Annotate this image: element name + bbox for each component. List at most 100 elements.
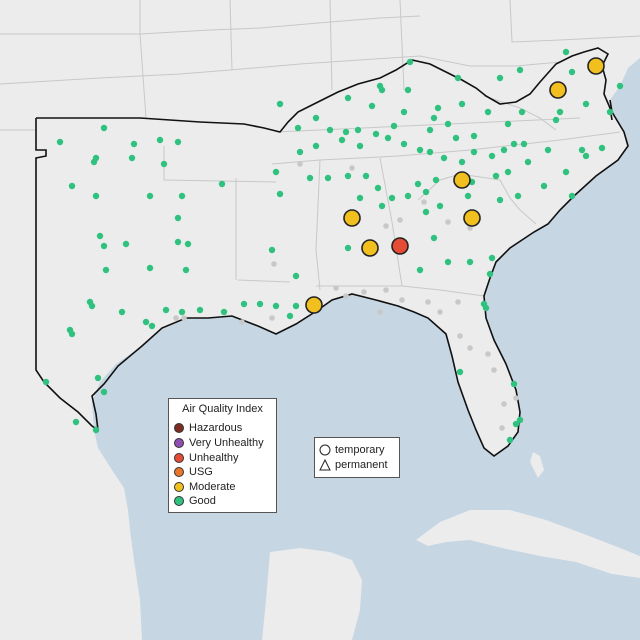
station-good	[42, 378, 50, 386]
station-good	[416, 266, 424, 274]
station-good	[312, 114, 320, 122]
station-good	[354, 126, 362, 134]
legend-item-good: Good	[174, 494, 216, 508]
station-good	[344, 94, 352, 102]
station-good	[616, 82, 624, 90]
station-good	[520, 140, 528, 148]
station-good	[276, 100, 284, 108]
legend-label-moderate: Moderate	[189, 481, 236, 493]
station-good	[454, 74, 462, 82]
station-good	[218, 180, 226, 188]
station-good	[606, 108, 614, 116]
station-good	[268, 246, 276, 254]
station-good	[436, 202, 444, 210]
station-good	[492, 172, 500, 180]
station-good	[390, 122, 398, 130]
station-good	[518, 108, 526, 116]
station-no-data	[467, 345, 473, 351]
station-good	[118, 308, 126, 316]
station-moderate	[549, 81, 567, 99]
station-good	[356, 142, 364, 150]
station-good	[400, 140, 408, 148]
station-good	[444, 258, 452, 266]
station-good	[552, 116, 560, 124]
station-good	[464, 192, 472, 200]
station-no-data	[425, 299, 431, 305]
station-good	[292, 272, 300, 280]
station-good	[406, 58, 414, 66]
station-good	[512, 420, 520, 428]
legend-item-moderate: Moderate	[174, 480, 235, 494]
station-good	[122, 240, 130, 248]
station-good	[148, 322, 156, 330]
station-good	[96, 232, 104, 240]
station-no-data	[501, 401, 507, 407]
legend-swatch-very-unhealthy	[174, 438, 184, 448]
shape-legend: temporary permanent	[314, 437, 400, 478]
yucatan	[262, 548, 362, 640]
station-good	[272, 302, 280, 310]
aqi-legend: Air Quality Index Hazardous Very Unhealt…	[168, 398, 277, 513]
station-good	[540, 182, 548, 190]
station-no-data	[383, 223, 389, 229]
station-good	[100, 242, 108, 250]
station-good	[510, 380, 518, 388]
station-moderate	[361, 239, 379, 257]
station-good	[184, 240, 192, 248]
station-good	[306, 174, 314, 182]
station-good	[514, 192, 522, 200]
station-good	[488, 254, 496, 262]
legend-label-very-unhealthy: Very Unhealthy	[189, 437, 264, 449]
station-no-data	[485, 351, 491, 357]
station-good	[562, 48, 570, 56]
station-good	[220, 308, 228, 316]
station-no-data	[421, 199, 427, 205]
station-no-data	[397, 217, 403, 223]
station-good	[196, 306, 204, 314]
shape-legend-temporary: temporary	[319, 443, 385, 457]
station-good	[356, 194, 364, 202]
station-good	[568, 68, 576, 76]
station-good	[294, 124, 302, 132]
shape-label-permanent: permanent	[335, 459, 388, 471]
shape-label-temporary: temporary	[335, 444, 385, 456]
station-good	[178, 192, 186, 200]
station-no-data	[343, 293, 349, 299]
station-no-data	[377, 309, 383, 315]
legend-label-unhealthy: Unhealthy	[189, 452, 239, 464]
station-no-data	[361, 289, 367, 295]
station-good	[444, 120, 452, 128]
station-good	[174, 214, 182, 222]
station-good	[562, 168, 570, 176]
station-markers	[42, 48, 624, 444]
station-no-data	[499, 425, 505, 431]
station-good	[344, 172, 352, 180]
station-good	[516, 66, 524, 74]
station-good	[404, 86, 412, 94]
station-moderate	[587, 57, 605, 75]
station-good	[102, 266, 110, 274]
legend-swatch-moderate	[174, 482, 184, 492]
shape-legend-permanent: permanent	[319, 458, 388, 472]
station-no-data	[269, 315, 275, 321]
station-no-data	[457, 333, 463, 339]
station-good	[482, 304, 490, 312]
station-good	[72, 418, 80, 426]
station-good	[422, 208, 430, 216]
station-no-data	[173, 315, 179, 321]
station-good	[130, 140, 138, 148]
station-good	[414, 180, 422, 188]
station-good	[440, 154, 448, 162]
station-no-data	[333, 285, 339, 291]
station-unhealthy	[391, 237, 409, 255]
station-no-data	[181, 315, 187, 321]
station-good	[162, 306, 170, 314]
station-good	[426, 148, 434, 156]
station-good	[368, 102, 376, 110]
station-no-data	[383, 287, 389, 293]
station-good	[556, 108, 564, 116]
station-good	[68, 182, 76, 190]
legend-item-hazardous: Hazardous	[174, 421, 242, 435]
station-good	[160, 160, 168, 168]
